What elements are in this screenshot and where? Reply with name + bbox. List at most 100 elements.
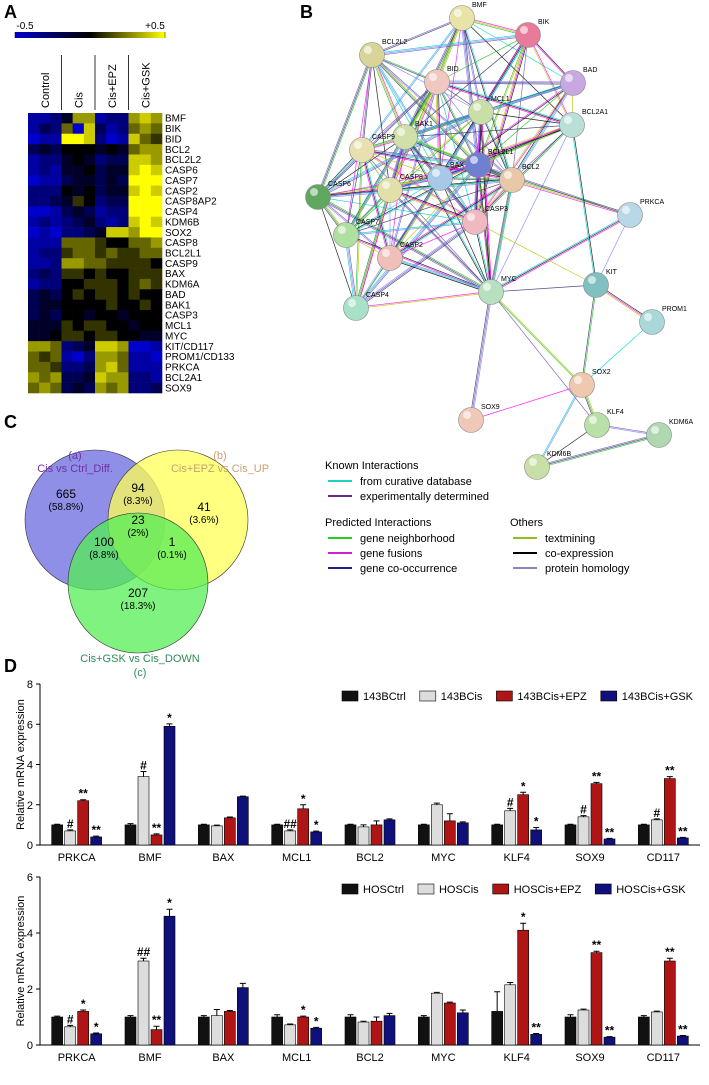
network-edge (436, 81, 441, 179)
row-label: BCL2L1 (165, 249, 202, 260)
bar (664, 960, 676, 1046)
heat-cell (39, 133, 51, 145)
heat-cell (95, 299, 107, 311)
node-shine (574, 376, 582, 384)
heat-cell (128, 310, 140, 321)
panel-letter: A (4, 2, 17, 22)
heat-cell (117, 351, 129, 363)
network-edge (404, 136, 513, 181)
heat-cell (72, 268, 85, 280)
heat-cell (128, 206, 140, 218)
heat-cell (95, 258, 107, 269)
set-name: Cis+EPZ vs Cis_UP (171, 463, 269, 475)
bar (224, 1011, 236, 1046)
network-edge (595, 214, 631, 286)
network-edge (389, 81, 437, 258)
heat-cell (139, 154, 152, 166)
heat-cell (117, 258, 129, 269)
region-percent: (8.8%) (89, 550, 118, 561)
error-bar (679, 836, 686, 838)
region-count: 94 (131, 481, 145, 495)
significance: # (507, 795, 514, 809)
x-tick-label: BAX (212, 852, 235, 864)
heat-cell (128, 133, 140, 145)
heat-cell (50, 144, 62, 155)
bar (344, 824, 357, 846)
node-shine (588, 276, 596, 284)
bar (64, 830, 76, 846)
bar (124, 824, 137, 846)
heat-cell (83, 164, 96, 176)
heat-cell (39, 175, 51, 186)
bar (530, 1034, 542, 1046)
heat-cell (28, 310, 40, 321)
x-tick-label: MYC (431, 1052, 456, 1064)
error-bar (274, 823, 281, 825)
network-edge (318, 55, 374, 198)
legend-label: textmining (545, 533, 595, 545)
network-edge (489, 179, 512, 292)
heat-cell (95, 372, 107, 383)
heat-cell (83, 351, 96, 363)
heat-cell (72, 289, 85, 300)
error-bar (459, 1009, 466, 1013)
heat-cell (95, 144, 107, 155)
network-edge (316, 54, 372, 197)
heat-cell (150, 382, 163, 394)
bar (564, 824, 577, 846)
heat-cell (61, 175, 73, 186)
heat-cell (106, 372, 118, 383)
row-label: PRKCA (165, 363, 200, 374)
node-label: CASP4 (366, 292, 389, 299)
heat-cell (83, 299, 96, 311)
heat-cell (150, 268, 163, 280)
network-edge (355, 177, 440, 308)
heat-cell (95, 227, 107, 238)
network-edge (346, 234, 492, 292)
heat-cell (106, 320, 118, 332)
significance: ** (78, 787, 88, 801)
heat-cell (50, 382, 62, 394)
error-bar (640, 823, 647, 825)
bar (237, 987, 249, 1046)
bar (198, 824, 210, 846)
heat-cell (50, 278, 62, 290)
network-edge (439, 177, 492, 293)
error-bar (67, 829, 74, 831)
error-bar (274, 1014, 281, 1017)
row-label: SOX2 (165, 228, 192, 239)
heat-cell (72, 247, 85, 259)
node-label: KIT (606, 269, 618, 276)
heat-cell (95, 341, 107, 352)
region-count: 1 (169, 535, 176, 549)
legend-swatch (419, 690, 437, 702)
error-bar (640, 1015, 647, 1017)
network-edge (389, 257, 492, 293)
network-edge (490, 292, 582, 386)
network-edge (405, 135, 513, 180)
heat-cell (128, 175, 140, 186)
network-edge (437, 81, 442, 178)
error-bar (166, 723, 173, 727)
network-node (499, 167, 525, 193)
bar (517, 929, 529, 1046)
heat-cell (61, 227, 73, 238)
legend-swatch (496, 690, 513, 702)
heat-cell (72, 185, 85, 197)
heat-cell (72, 382, 85, 394)
heat-cell (139, 258, 152, 269)
bar (491, 824, 503, 846)
row-label: BCL2L2 (165, 155, 202, 166)
network-node (468, 99, 494, 125)
heat-cell (61, 299, 73, 311)
heat-cell (28, 133, 40, 145)
heat-cell (61, 133, 73, 145)
bar (211, 1015, 223, 1046)
heat-cell (83, 382, 96, 394)
heat-cell (95, 268, 107, 280)
heat-cell (150, 123, 163, 135)
network-edge (437, 80, 574, 83)
heat-cell (72, 258, 85, 269)
heat-cell (39, 195, 51, 207)
heat-cell (83, 341, 96, 352)
